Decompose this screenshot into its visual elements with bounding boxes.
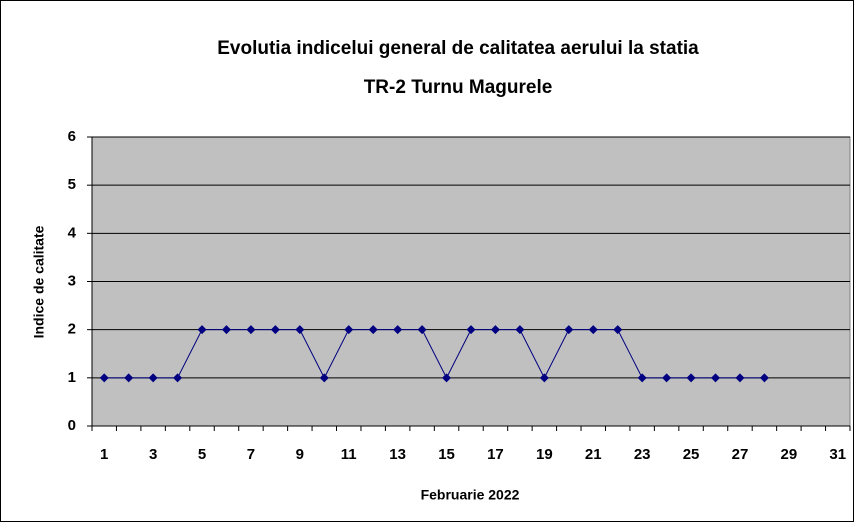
data-point <box>197 325 207 335</box>
y-tick-label: 0 <box>68 417 76 434</box>
x-tick-label: 19 <box>536 446 553 463</box>
data-point <box>270 325 280 335</box>
data-point <box>711 373 721 383</box>
data-point <box>319 373 329 383</box>
y-tick-label: 3 <box>68 272 76 289</box>
x-tick-label: 3 <box>149 446 157 463</box>
data-point <box>564 325 574 335</box>
x-tick-label: 31 <box>829 446 846 463</box>
x-tick-label: 27 <box>732 446 749 463</box>
x-tick-label: 5 <box>198 446 206 463</box>
data-point <box>466 325 476 335</box>
data-point <box>173 373 183 383</box>
data-point <box>124 373 134 383</box>
x-tick-label: 13 <box>389 446 406 463</box>
x-tick-label: 21 <box>585 446 602 463</box>
data-point <box>417 325 427 335</box>
x-tick-label: 11 <box>341 446 357 463</box>
data-point <box>148 373 158 383</box>
data-point <box>490 325 500 335</box>
x-tick-label: 9 <box>296 446 304 463</box>
data-point <box>662 373 672 383</box>
x-axis-label: Februarie 2022 <box>421 487 520 503</box>
x-tick-label: 1 <box>100 446 108 463</box>
data-point <box>393 325 403 335</box>
y-tick-label: 5 <box>68 176 76 193</box>
data-point <box>735 373 745 383</box>
data-point <box>759 373 769 383</box>
data-point <box>613 325 623 335</box>
x-tick-label: 25 <box>683 446 700 463</box>
data-point <box>344 325 354 335</box>
data-point <box>442 373 452 383</box>
x-tick-label: 23 <box>634 446 651 463</box>
data-point <box>515 325 525 335</box>
x-tick-label: 7 <box>247 446 255 463</box>
data-point <box>246 325 256 335</box>
x-tick-label: 29 <box>781 446 798 463</box>
y-tick-label: 4 <box>68 224 77 241</box>
data-point <box>221 325 231 335</box>
x-tick-label: 17 <box>487 446 504 463</box>
chart-title: Evolutia indicelui general de calitatea … <box>217 38 699 59</box>
data-point <box>686 373 696 383</box>
chart-title: TR-2 Turnu Magurele <box>364 77 553 98</box>
data-point <box>295 325 305 335</box>
data-point <box>99 373 109 383</box>
y-tick-label: 1 <box>68 369 76 386</box>
x-tick-label: 15 <box>438 446 455 463</box>
data-point <box>637 373 647 383</box>
series-line <box>104 329 765 379</box>
data-point <box>539 373 549 383</box>
y-axis-label: Indice de calitate <box>31 225 47 338</box>
data-point <box>588 325 598 335</box>
data-point <box>368 325 378 335</box>
y-tick-label: 2 <box>68 321 76 338</box>
y-tick-label: 6 <box>68 128 76 145</box>
